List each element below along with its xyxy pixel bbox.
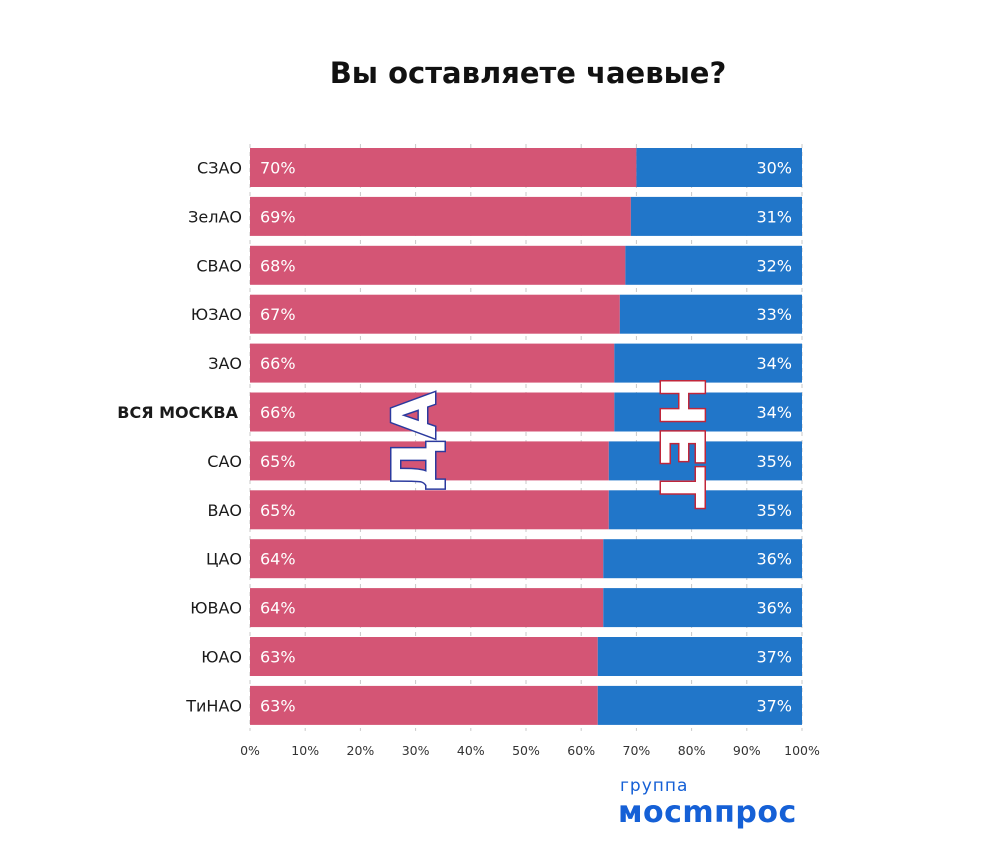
- bar-no: [625, 245, 802, 285]
- brand-logo: группа мосmпрос: [618, 776, 848, 836]
- category-label: ТиНАО: [185, 696, 242, 715]
- category-label: СВАО: [196, 256, 242, 275]
- category-label: СЗАО: [197, 159, 242, 178]
- bar-yes: [250, 196, 631, 236]
- value-label-yes: 69%: [260, 207, 296, 226]
- x-tick-label: 90%: [733, 743, 761, 758]
- bar-yes: [250, 441, 609, 481]
- bar-yes: [250, 148, 637, 187]
- value-label-no: 36%: [756, 550, 792, 569]
- bar-yes: [250, 539, 604, 579]
- x-tick-label: 60%: [567, 743, 595, 758]
- value-label-yes: 65%: [260, 452, 296, 471]
- bar-no: [619, 294, 802, 334]
- x-tick-label: 40%: [457, 743, 485, 758]
- category-label: ВСЯ МОСКВА: [117, 403, 238, 422]
- x-tick-label: 10%: [291, 743, 319, 758]
- category-label: САО: [207, 452, 242, 471]
- value-label-no: 35%: [756, 452, 792, 471]
- chart-title: Вы оставляете чаевые?: [329, 56, 727, 90]
- value-label-yes: 70%: [260, 159, 296, 178]
- value-label-no: 32%: [756, 256, 792, 275]
- value-label-no: 35%: [756, 501, 792, 520]
- series-label-yes: ДА: [380, 392, 450, 492]
- value-label-no: 37%: [756, 648, 792, 667]
- x-tick-label: 50%: [512, 743, 540, 758]
- value-label-yes: 68%: [260, 256, 296, 275]
- bar-yes: [250, 637, 598, 676]
- grid-lines: [249, 144, 803, 731]
- category-label: ЦАО: [206, 550, 242, 569]
- bar-yes: [250, 685, 598, 725]
- value-label-yes: 66%: [260, 354, 296, 373]
- brand-logo-line1: группа: [620, 776, 689, 796]
- x-tick-label: 100%: [784, 743, 820, 758]
- category-label: ЮАО: [201, 648, 242, 667]
- value-label-yes: 65%: [260, 501, 296, 520]
- brand-logo-line2: мосmпрос: [618, 795, 797, 830]
- value-label-yes: 63%: [260, 696, 296, 715]
- bar-no: [603, 539, 802, 579]
- bar-yes: [250, 588, 604, 628]
- value-label-no: 30%: [756, 159, 792, 178]
- x-tick-labels: 0% 10% 20% 30% 40% 50% 60% 70% 80% 90% 100%: [240, 743, 820, 758]
- bar-no: [603, 588, 802, 628]
- x-tick-label: 80%: [678, 743, 706, 758]
- value-label-no: 36%: [756, 599, 792, 618]
- x-tick-label: 70%: [623, 743, 651, 758]
- value-label-no: 33%: [756, 305, 792, 324]
- value-label-no: 34%: [756, 403, 792, 422]
- bar-yes: [250, 343, 615, 383]
- value-label-yes: 63%: [260, 648, 296, 667]
- bars: [250, 148, 802, 725]
- category-label: ЮВАО: [190, 599, 242, 618]
- bar-no: [636, 148, 802, 187]
- bar-yes: [250, 294, 620, 334]
- bar-no: [608, 490, 802, 530]
- bar-yes: [250, 392, 615, 432]
- value-label-no: 34%: [756, 354, 792, 373]
- x-tick-label: 20%: [347, 743, 375, 758]
- bar-no: [597, 637, 802, 676]
- bar-no: [597, 685, 802, 725]
- category-label: ЗАО: [208, 354, 242, 373]
- bar-no: [614, 343, 802, 383]
- value-label-no: 37%: [756, 696, 792, 715]
- value-label-yes: 67%: [260, 305, 296, 324]
- x-tick-label: 30%: [402, 743, 430, 758]
- value-label-no: 31%: [756, 207, 792, 226]
- bar-no: [608, 441, 802, 481]
- category-label: ВАО: [207, 501, 242, 520]
- series-label-no: НЕТ: [646, 376, 716, 508]
- bar-yes: [250, 490, 609, 530]
- value-label-yes: 64%: [260, 550, 296, 569]
- x-tick-label: 0%: [240, 743, 260, 758]
- value-label-yes: 64%: [260, 599, 296, 618]
- category-label: ЗелАО: [188, 207, 242, 226]
- bar-yes: [250, 245, 626, 285]
- category-labels: СЗАО ЗелАО СВАО ЮЗАО ЗАО ВСЯ МОСКВА САО ВАО ЦАО Ю…: [117, 159, 242, 716]
- series-labels: ДА НЕТ: [378, 374, 717, 509]
- value-label-yes: 66%: [260, 403, 296, 422]
- value-labels: 70% 30% 69% 31% 68% 32% 67% 33% 66% 34% 66% 34% 65% 3…: [260, 159, 792, 716]
- bar-no: [614, 392, 802, 432]
- category-label: ЮЗАО: [191, 305, 242, 324]
- bar-no: [630, 196, 802, 236]
